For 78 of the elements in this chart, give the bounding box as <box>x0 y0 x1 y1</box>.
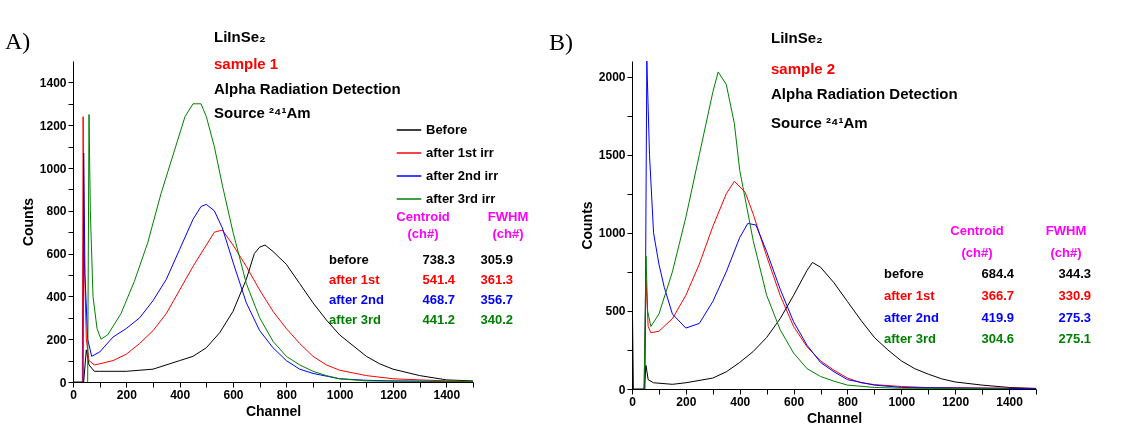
annotation: Centroid <box>396 209 450 224</box>
text: FWHM <box>1045 223 1087 238</box>
annotation: (ch#) <box>961 245 993 260</box>
text: (ch#) <box>492 226 524 241</box>
y-tick-label: 0 <box>59 375 67 390</box>
x-tick-label: 0 <box>629 394 637 409</box>
annotation: before <box>329 252 369 267</box>
y-tick-label: 2000 <box>598 70 626 85</box>
text: 340.2 <box>480 312 513 327</box>
x-tick-label: 1400 <box>433 387 461 402</box>
annotation: 419.9 <box>981 310 1014 325</box>
legend-label: after 3rd irr <box>426 191 496 206</box>
annotation: (ch#) <box>407 226 439 241</box>
text: A) <box>5 28 31 54</box>
annotation: 441.2 <box>422 312 455 327</box>
annotation: 304.6 <box>981 331 1014 346</box>
annotation: Alpha Radiation Detection <box>214 80 401 97</box>
y-tick-label: 500 <box>605 304 626 319</box>
text: B) <box>549 29 573 55</box>
annotation: after 3rd <box>884 331 937 346</box>
y-tick-label: 1000 <box>598 226 626 241</box>
annotation: Centroid <box>950 223 1004 238</box>
annotation: after 2nd <box>884 310 939 325</box>
y-tick-label: 600 <box>46 247 67 262</box>
text: 275.3 <box>1058 310 1091 325</box>
text: 275.1 <box>1058 331 1091 346</box>
x-tick-label: 1000 <box>326 387 354 402</box>
annotation: before <box>884 266 924 281</box>
annotation: 366.7 <box>981 288 1014 303</box>
y-tick-label: 400 <box>46 289 67 304</box>
text: LiInSe₂ <box>771 29 823 46</box>
x-tick-label: 0 <box>70 387 78 402</box>
text: FWHM <box>487 209 529 224</box>
annotation: 468.7 <box>422 292 455 307</box>
y-tick-label: 1000 <box>39 161 67 176</box>
y-axis-title: Counts <box>578 201 595 250</box>
text: 356.7 <box>480 292 513 307</box>
x-tick-label: 1400 <box>996 394 1024 409</box>
annotation: after 2nd <box>329 292 384 307</box>
x-axis-title: Channel <box>806 409 863 426</box>
x-tick-label: 200 <box>676 394 697 409</box>
y-tick-label: 1400 <box>39 75 67 90</box>
text: 305.9 <box>480 252 513 267</box>
y-tick-label: 1500 <box>598 148 626 163</box>
x-tick-label: 200 <box>116 387 138 402</box>
text: 361.3 <box>480 272 513 287</box>
text: 344.3 <box>1058 266 1091 281</box>
x-tick-label: 400 <box>730 394 751 409</box>
annotation: 684.4 <box>981 266 1015 281</box>
annotation: 541.4 <box>422 272 456 287</box>
x-tick-label: 600 <box>223 387 244 402</box>
annotation: after 1st <box>884 288 936 303</box>
legend-label: after 1st irr <box>426 145 494 160</box>
y-tick-label: 800 <box>46 204 67 219</box>
x-tick-label: 400 <box>170 387 191 402</box>
annotation: after 1st <box>329 272 381 287</box>
annotation: 738.3 <box>422 252 455 267</box>
legend-label: Before <box>426 122 468 137</box>
annotation: Source ²⁴¹Am <box>771 114 868 131</box>
annotation: sample 2 <box>771 60 836 77</box>
text: LiInSe₂ <box>214 28 266 45</box>
y-axis-title: Counts <box>19 197 36 247</box>
annotation: sample 1 <box>214 55 279 72</box>
x-tick-label: 1000 <box>888 394 916 409</box>
x-tick-label: 600 <box>784 394 805 409</box>
y-tick-label: 200 <box>46 332 67 347</box>
y-tick-label: 1200 <box>39 118 67 133</box>
annotation: after 3rd <box>329 312 382 327</box>
text: 330.9 <box>1058 288 1091 303</box>
x-axis-title: Channel <box>245 402 302 419</box>
annotation: Alpha Radiation Detection <box>771 85 958 102</box>
x-tick-label: 800 <box>276 387 298 402</box>
annotation: Source ²⁴¹Am <box>214 104 311 121</box>
text: (ch#) <box>1050 245 1082 260</box>
x-tick-label: 1200 <box>942 394 970 409</box>
x-tick-label: 1200 <box>380 387 408 402</box>
x-tick-label: 800 <box>837 394 859 409</box>
legend-label: after 2nd irr <box>426 168 499 183</box>
